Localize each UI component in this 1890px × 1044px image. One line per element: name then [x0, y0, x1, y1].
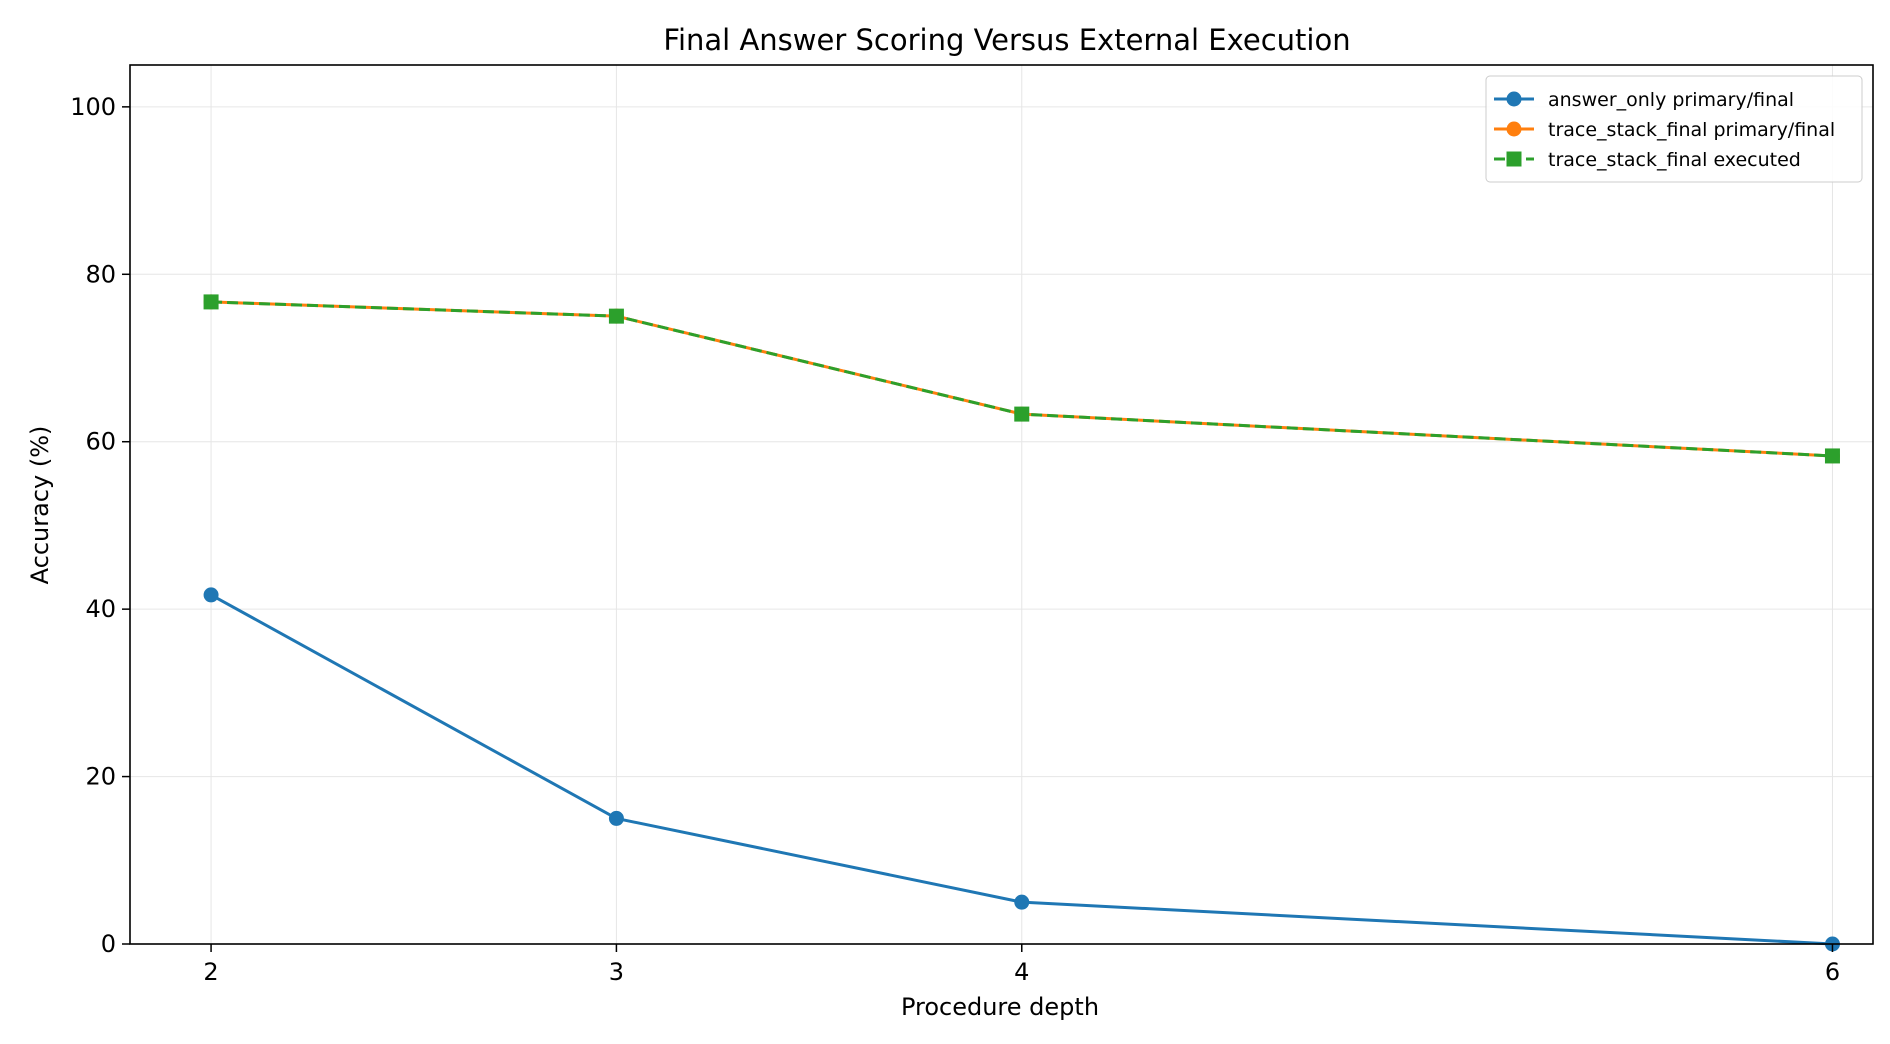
legend-box [1485, 75, 1863, 183]
legend-entry: answer_only primary/final [1494, 89, 1794, 111]
y-axis-label: Accuracy (%) [26, 426, 54, 585]
y-tick-label: 80 [85, 260, 116, 288]
x-tick-label: 2 [203, 958, 218, 986]
series-line [211, 300, 1833, 458]
plot-frame [129, 64, 1874, 945]
data-point [608, 810, 624, 826]
series-0 [203, 587, 1840, 952]
data-point [1014, 894, 1030, 910]
legend-label: trace_stack_final executed [1548, 149, 1801, 171]
chart-title: Final Answer Scoring Versus External Exe… [663, 23, 1350, 57]
legend-marker [1506, 121, 1522, 137]
series-line [210, 593, 1833, 946]
series-layer [203, 294, 1840, 952]
series-2 [203, 294, 1840, 464]
legend: answer_only primary/final trace_stack_fin… [1485, 75, 1863, 183]
legend-entry: trace_stack_final primary/final [1494, 119, 1835, 141]
legend-marker [1506, 151, 1522, 167]
legend-entry: trace_stack_final executed [1494, 149, 1801, 171]
y-tick-label: 60 [85, 428, 116, 456]
legend-label: trace_stack_final primary/final [1548, 119, 1835, 141]
y-tick-label: 20 [85, 763, 116, 791]
y-tick-label: 40 [85, 595, 116, 623]
x-axis-label: Procedure depth [901, 993, 1099, 1021]
x-tick-label: 3 [609, 958, 624, 986]
x-tick-label: 6 [1825, 958, 1840, 986]
x-tick-label: 4 [1014, 958, 1029, 986]
data-point [608, 308, 624, 324]
legend-label: answer_only primary/final [1548, 89, 1794, 111]
data-point [203, 587, 219, 603]
data-point [203, 294, 219, 310]
y-tick-label: 0 [101, 930, 116, 958]
data-point [1014, 406, 1030, 422]
legend-marker [1506, 91, 1522, 107]
data-point [1824, 448, 1840, 464]
y-tick-label: 100 [70, 93, 116, 121]
